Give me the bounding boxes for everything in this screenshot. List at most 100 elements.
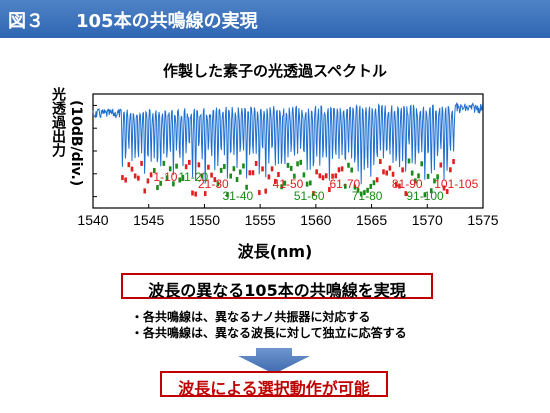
header-banner: 図３ 105本の共鳴線の実現 xyxy=(0,0,550,38)
slide-title: 105本の共鳴線の実現 xyxy=(76,11,258,32)
highlight-box: 波長の異なる105本の共鳴線を実現 xyxy=(121,273,433,300)
resonance-marker xyxy=(124,177,127,183)
resonance-marker xyxy=(289,165,293,171)
figure-number: 図３ xyxy=(8,11,44,32)
resonance-marker xyxy=(133,173,137,179)
resonance-marker xyxy=(302,172,306,178)
group-label: 31-40 xyxy=(223,189,254,203)
resonance-marker xyxy=(308,180,312,186)
resonance-marker xyxy=(372,180,376,186)
resonance-marker xyxy=(149,172,153,178)
resonance-marker xyxy=(203,191,207,197)
x-tick-label: 1555 xyxy=(245,212,276,228)
down-arrow-icon xyxy=(238,348,310,374)
resonance-marker xyxy=(283,180,287,186)
resonance-marker xyxy=(305,181,309,187)
resonance-marker xyxy=(394,181,398,187)
highlight-text: 波長の異なる105本の共鳴線を実現 xyxy=(148,281,406,300)
resonance-marker xyxy=(261,166,264,172)
resonance-marker xyxy=(312,191,315,197)
resonance-marker xyxy=(121,175,124,181)
resonance-marker xyxy=(168,166,172,172)
resonance-marker xyxy=(191,190,194,196)
resonance-marker xyxy=(127,162,131,168)
resonance-marker xyxy=(194,191,197,197)
resonance-marker xyxy=(219,167,223,173)
resonance-marker xyxy=(162,160,166,166)
x-axis-label: 波長(nm) xyxy=(237,242,313,261)
resonance-marker xyxy=(143,188,147,194)
resonance-marker xyxy=(184,164,188,170)
resonance-marker xyxy=(277,172,280,178)
resonance-marker xyxy=(347,162,350,168)
bullet-item: ・各共鳴線は、異なるナノ共振器に対応する xyxy=(131,310,371,324)
resonance-marker xyxy=(423,192,427,198)
resonance-marker xyxy=(242,163,245,169)
resonance-marker xyxy=(216,181,220,187)
spectrum-trace xyxy=(92,101,483,185)
y-axis-unit: (10dB/div.) xyxy=(68,100,84,187)
resonance-marker xyxy=(270,166,274,172)
resonance-marker xyxy=(200,173,204,179)
resonance-marker xyxy=(340,166,344,172)
resonance-marker xyxy=(449,167,452,173)
resonance-marker xyxy=(439,162,443,168)
resonance-marker xyxy=(207,164,210,170)
resonance-marker xyxy=(414,178,417,184)
resonance-marker xyxy=(417,173,420,179)
group-label: 81-90 xyxy=(392,177,423,191)
x-tick-label: 1575 xyxy=(467,212,498,228)
resonance-marker xyxy=(210,172,213,178)
group-label: 41-50 xyxy=(273,177,304,191)
resonance-marker xyxy=(293,173,296,179)
resonance-marker xyxy=(433,178,436,184)
resonance-marker xyxy=(280,184,283,190)
resonance-marker xyxy=(299,159,303,165)
group-label: 21-30 xyxy=(198,177,229,191)
resonance-marker xyxy=(331,173,334,179)
x-tick-label: 1550 xyxy=(189,212,220,228)
resonance-marker xyxy=(385,170,388,176)
group-label: 71-80 xyxy=(352,189,383,203)
x-tick-label: 1560 xyxy=(300,212,331,228)
resonance-marker xyxy=(318,173,322,179)
resonance-marker xyxy=(369,183,373,189)
resonance-marker xyxy=(337,167,341,173)
resonance-marker xyxy=(152,167,156,173)
group-label: 61-70 xyxy=(329,177,360,191)
x-tick-label: 1570 xyxy=(412,212,443,228)
resonance-marker xyxy=(130,166,134,172)
resonance-marker xyxy=(235,177,239,183)
resonance-marker xyxy=(324,173,328,179)
resonance-marker xyxy=(410,170,414,176)
resonance-marker xyxy=(232,166,236,172)
resonance-marker xyxy=(146,178,150,184)
resonance-marker xyxy=(356,187,360,193)
resonance-marker xyxy=(165,175,169,181)
resonance-marker xyxy=(229,173,232,179)
x-tick-label: 1540 xyxy=(77,212,108,228)
bullet-item: ・各共鳴線は、異なる波長に対して独立に応答する xyxy=(131,326,407,340)
x-tick-label: 1545 xyxy=(133,212,164,228)
resonance-marker xyxy=(366,187,369,193)
resonance-marker xyxy=(375,177,379,183)
resonance-marker xyxy=(315,169,318,175)
x-tick-label: 1565 xyxy=(356,212,387,228)
resonance-marker xyxy=(258,190,261,196)
resonance-marker xyxy=(175,163,178,169)
bullet-list: ・各共鳴線は、異なるナノ共振器に対応する ・各共鳴線は、異なる波長に対して独立に… xyxy=(131,309,407,341)
resonance-marker xyxy=(398,183,401,189)
resonance-marker xyxy=(296,161,299,167)
result-box: 波長による選択動作が可能 xyxy=(160,371,388,398)
resonance-marker xyxy=(420,161,424,167)
group-label: 11-20 xyxy=(178,170,208,184)
resonance-marker xyxy=(452,159,455,165)
resonance-marker xyxy=(238,169,242,175)
resonance-marker xyxy=(159,180,162,186)
resonance-marker xyxy=(178,177,182,183)
resonance-marker xyxy=(391,171,395,177)
resonance-marker xyxy=(197,162,201,168)
resonance-marker xyxy=(156,185,159,191)
resonance-marker xyxy=(388,165,392,171)
